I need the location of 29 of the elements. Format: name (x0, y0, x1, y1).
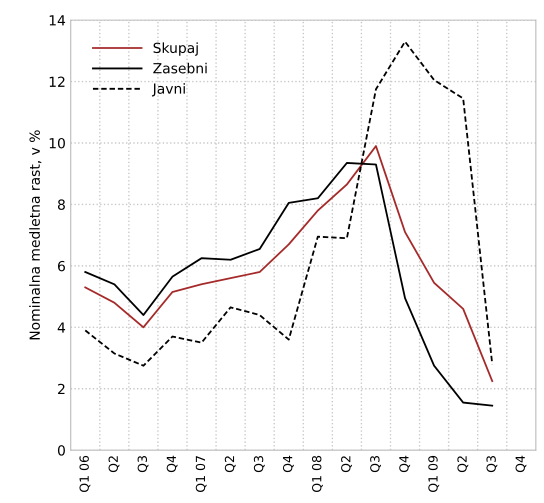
x-tick-label: Q3 (486, 456, 498, 472)
y-axis-title: Nominalna medletna rast, v % (29, 130, 42, 340)
x-tick-label: Q2 (224, 456, 236, 472)
legend-label: Zasebni (153, 62, 207, 74)
x-tick-label: Q4 (399, 456, 410, 472)
x-tick-label: Q1 08 (312, 456, 323, 492)
x-tick-label: Q2 (457, 456, 468, 472)
x-tick-label: Q3 (138, 456, 148, 472)
y-tick-label: 14 (50, 15, 66, 26)
y-tick-label: 2 (58, 384, 64, 394)
y-tick-label: 8 (58, 199, 65, 210)
x-tick-label: Q1 06 (79, 456, 90, 492)
x-tick-label: Q2 (108, 456, 120, 472)
y-tick-label: 0 (58, 445, 65, 456)
legend-label: Skupaj (154, 42, 198, 56)
x-tick-label: Q4 (282, 456, 294, 472)
x-tick-label: Q4 (515, 456, 526, 472)
legend-label: Javni (152, 83, 185, 96)
x-tick-label: Q4 (166, 456, 178, 472)
y-tick-label: 12 (50, 76, 64, 87)
x-tick-label: Q1 09 (428, 456, 440, 492)
x-tick-label: Q3 (370, 456, 382, 472)
x-tick-label: Q3 (254, 456, 265, 472)
x-tick-label: Q2 (341, 456, 352, 472)
x-tick-label: Q1 07 (196, 456, 207, 492)
y-tick-label: 6 (58, 260, 65, 272)
y-tick-label: 4 (58, 322, 66, 333)
line-series (84, 145, 494, 382)
y-tick-label: 10 (50, 138, 65, 148)
